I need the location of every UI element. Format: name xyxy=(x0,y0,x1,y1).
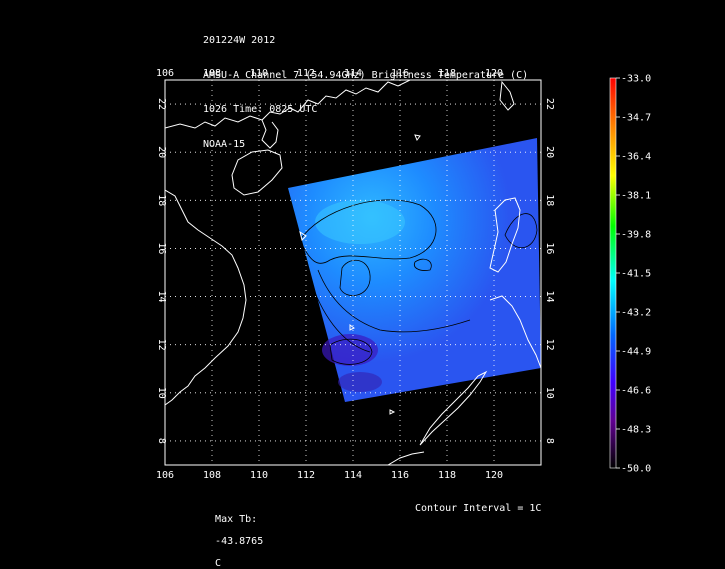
plot-title: 201224W 2012 AMSU-A Channel 7 (54.94GHz)… xyxy=(203,12,528,162)
contour-line xyxy=(317,269,471,333)
lat-tick-label-left: 14 xyxy=(156,291,167,303)
lon-tick-label-top: 108 xyxy=(203,68,221,79)
lat-tick-label-left: 18 xyxy=(156,194,167,206)
lon-tick-label-top: 112 xyxy=(297,68,315,79)
islet-3 xyxy=(414,134,421,142)
colorbar-label: -44.9 xyxy=(621,347,651,358)
colorbar-label: -41.5 xyxy=(621,269,651,280)
contour-line xyxy=(413,258,432,271)
lat-tick-label-left: 22 xyxy=(156,98,167,110)
lon-tick-label-top: 114 xyxy=(344,68,362,79)
lat-tick-label-left: 20 xyxy=(156,146,167,158)
contour-line xyxy=(504,213,538,248)
contour-interval: Contour Interval = 1C xyxy=(415,503,542,514)
colorbar-label: -34.7 xyxy=(621,113,651,124)
coastline-borneo xyxy=(387,451,425,465)
swath-layer xyxy=(288,138,541,402)
cold-patch-2 xyxy=(338,372,382,392)
lon-tick-label-top: 120 xyxy=(485,68,503,79)
coastline-vietnam xyxy=(165,189,247,406)
contour-line xyxy=(299,199,437,264)
colorbar-label: -43.2 xyxy=(621,308,651,319)
lon-tick-label-bottom: 106 xyxy=(156,470,174,481)
islet-2 xyxy=(389,409,396,415)
title-line-storm: 201224W 2012 xyxy=(203,35,276,46)
colorbar-labels: -33.0 -34.7 -36.4 -38.1 -39.8 -41.5 -43.2 -44.9… xyxy=(616,74,651,475)
tick-labels: 1061061081081101101121121141141161161181… xyxy=(156,68,555,481)
contours xyxy=(299,199,538,365)
contour-line xyxy=(311,284,371,353)
lon-tick-label-bottom: 118 xyxy=(438,470,456,481)
islet-1 xyxy=(349,324,355,331)
islet-paracel xyxy=(299,230,307,241)
colorbar-label: -36.4 xyxy=(621,152,651,163)
lat-tick-label-right: 22 xyxy=(544,98,555,110)
lon-tick-label-bottom: 108 xyxy=(203,470,221,481)
coastline-china-south xyxy=(165,80,411,129)
lon-tick-label-bottom: 114 xyxy=(344,470,362,481)
graticule xyxy=(164,80,541,465)
island-hainan xyxy=(231,149,283,196)
coastline-layer xyxy=(165,80,541,465)
lon-tick-label-top: 110 xyxy=(250,68,268,79)
warm-core xyxy=(315,200,405,244)
lat-tick-label-right: 10 xyxy=(544,387,555,399)
map-figure: 1061061081081101101121121141141161161181… xyxy=(156,68,651,481)
title-line-time: 1026 Time: 0825 UTC xyxy=(203,104,318,115)
colorbar-label: -46.6 xyxy=(621,386,651,397)
contour-line xyxy=(329,338,373,365)
contour-line xyxy=(339,259,371,296)
brightness-swath xyxy=(288,138,541,402)
coastline-philippines-central xyxy=(489,295,541,369)
lat-tick-label-right: 8 xyxy=(544,438,555,444)
lat-tick-label-right: 14 xyxy=(544,291,555,303)
colorbar-label: -38.1 xyxy=(621,191,651,202)
coastline-philippines-luzon xyxy=(489,197,521,273)
max-tb: Max Tb: -43.8765 C xyxy=(203,503,263,569)
lon-tick-label-bottom: 116 xyxy=(391,470,409,481)
title-line-channel: AMSU-A Channel 7 (54.94GHz) Brightness T… xyxy=(203,69,529,81)
colorbar-label: -48.3 xyxy=(621,425,651,436)
colorbar-label: -50.0 xyxy=(621,464,651,475)
lat-tick-label-right: 12 xyxy=(544,339,555,351)
coastline-palawan xyxy=(419,370,488,446)
colorbar-label: -33.0 xyxy=(621,74,651,85)
lon-tick-label-top: 106 xyxy=(156,68,174,79)
lat-tick-label-left: 8 xyxy=(156,438,167,444)
coastline-leizhou xyxy=(261,119,279,149)
max-tb-label: Max Tb: xyxy=(215,514,258,525)
max-tb-unit: C xyxy=(215,558,222,569)
colorbar-label: -39.8 xyxy=(621,230,651,241)
lat-tick-label-left: 16 xyxy=(156,242,167,254)
lat-tick-label-right: 16 xyxy=(544,242,555,254)
lat-tick-label-right: 18 xyxy=(544,194,555,206)
colorbar xyxy=(609,77,617,469)
lon-tick-label-bottom: 120 xyxy=(485,470,503,481)
lon-tick-label-top: 118 xyxy=(438,68,456,79)
lon-tick-label-bottom: 112 xyxy=(297,470,315,481)
coastline-taiwan xyxy=(499,80,515,111)
lat-tick-label-left: 12 xyxy=(156,339,167,351)
title-line-satellite: NOAA-15 xyxy=(203,138,246,150)
lon-tick-label-top: 116 xyxy=(391,68,409,79)
lat-tick-label-left: 10 xyxy=(156,387,167,399)
lon-tick-label-bottom: 110 xyxy=(250,470,268,481)
max-tb-value: -43.8765 xyxy=(215,536,264,547)
lat-tick-label-right: 20 xyxy=(544,146,555,158)
